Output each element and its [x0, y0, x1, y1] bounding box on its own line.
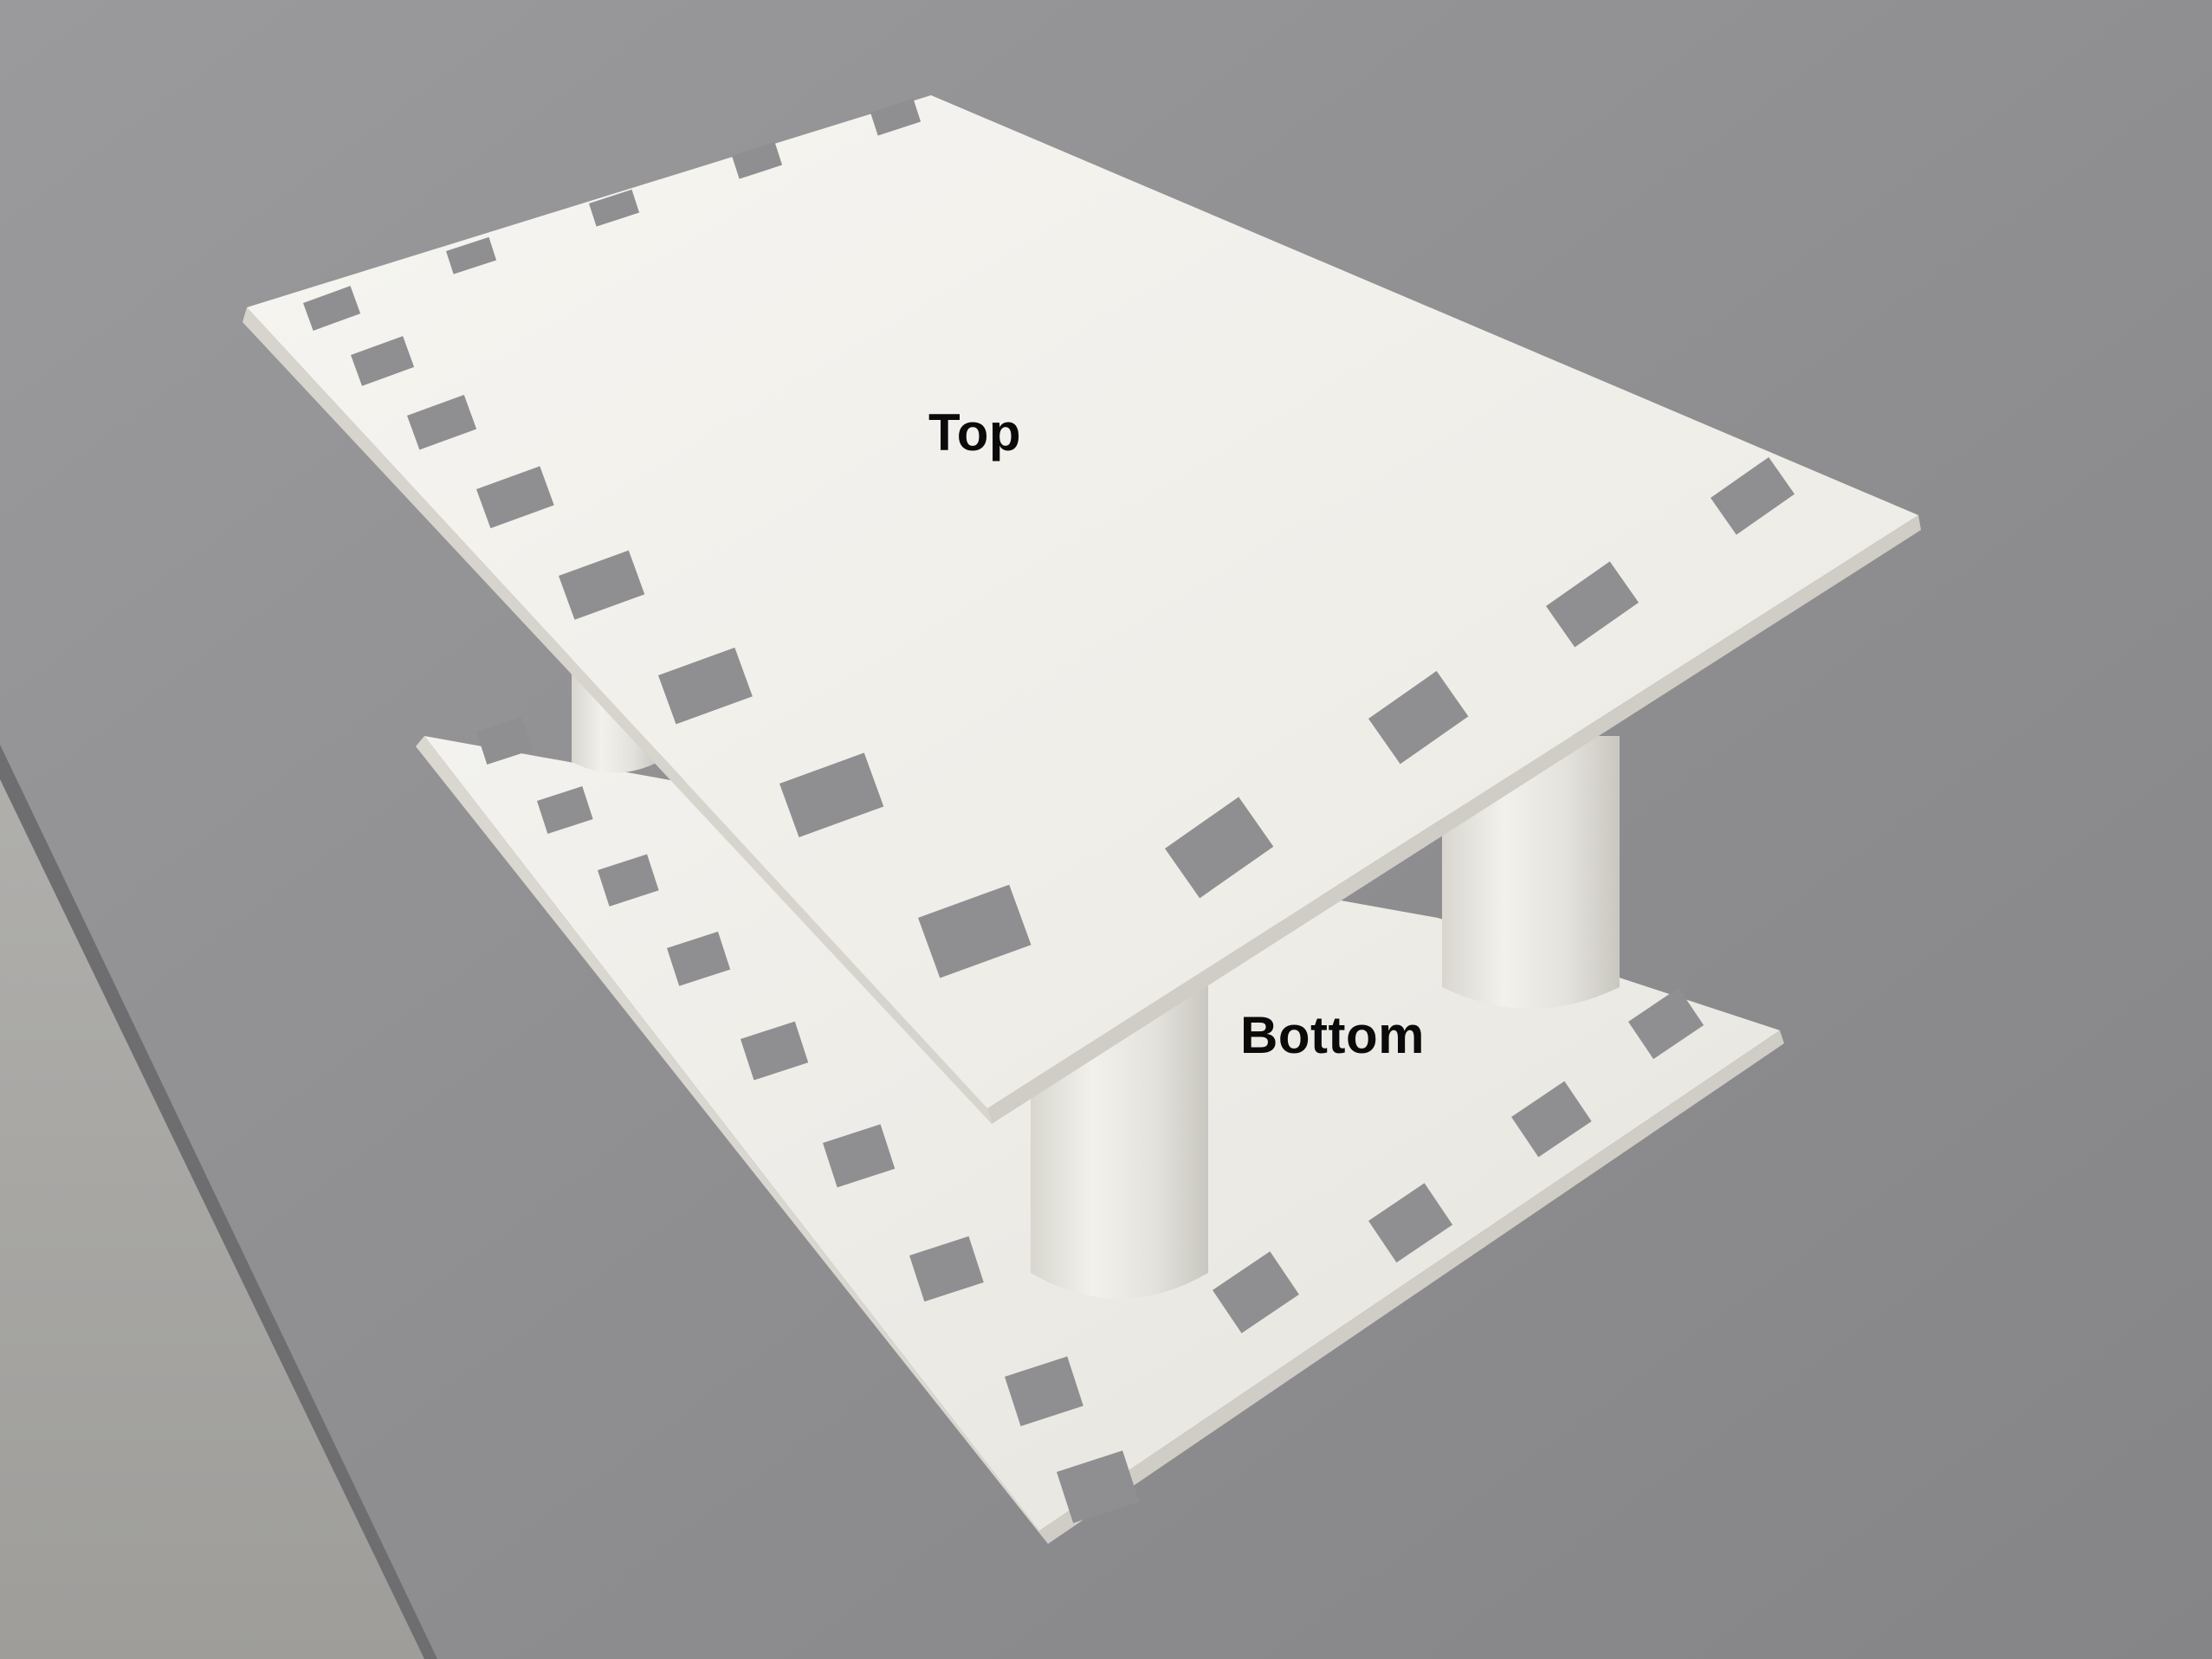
top-plate: [243, 95, 1921, 1124]
label-bottom: Bottom: [1240, 1006, 1425, 1064]
table-edge: [0, 745, 437, 1659]
label-top: Top: [928, 403, 1021, 462]
